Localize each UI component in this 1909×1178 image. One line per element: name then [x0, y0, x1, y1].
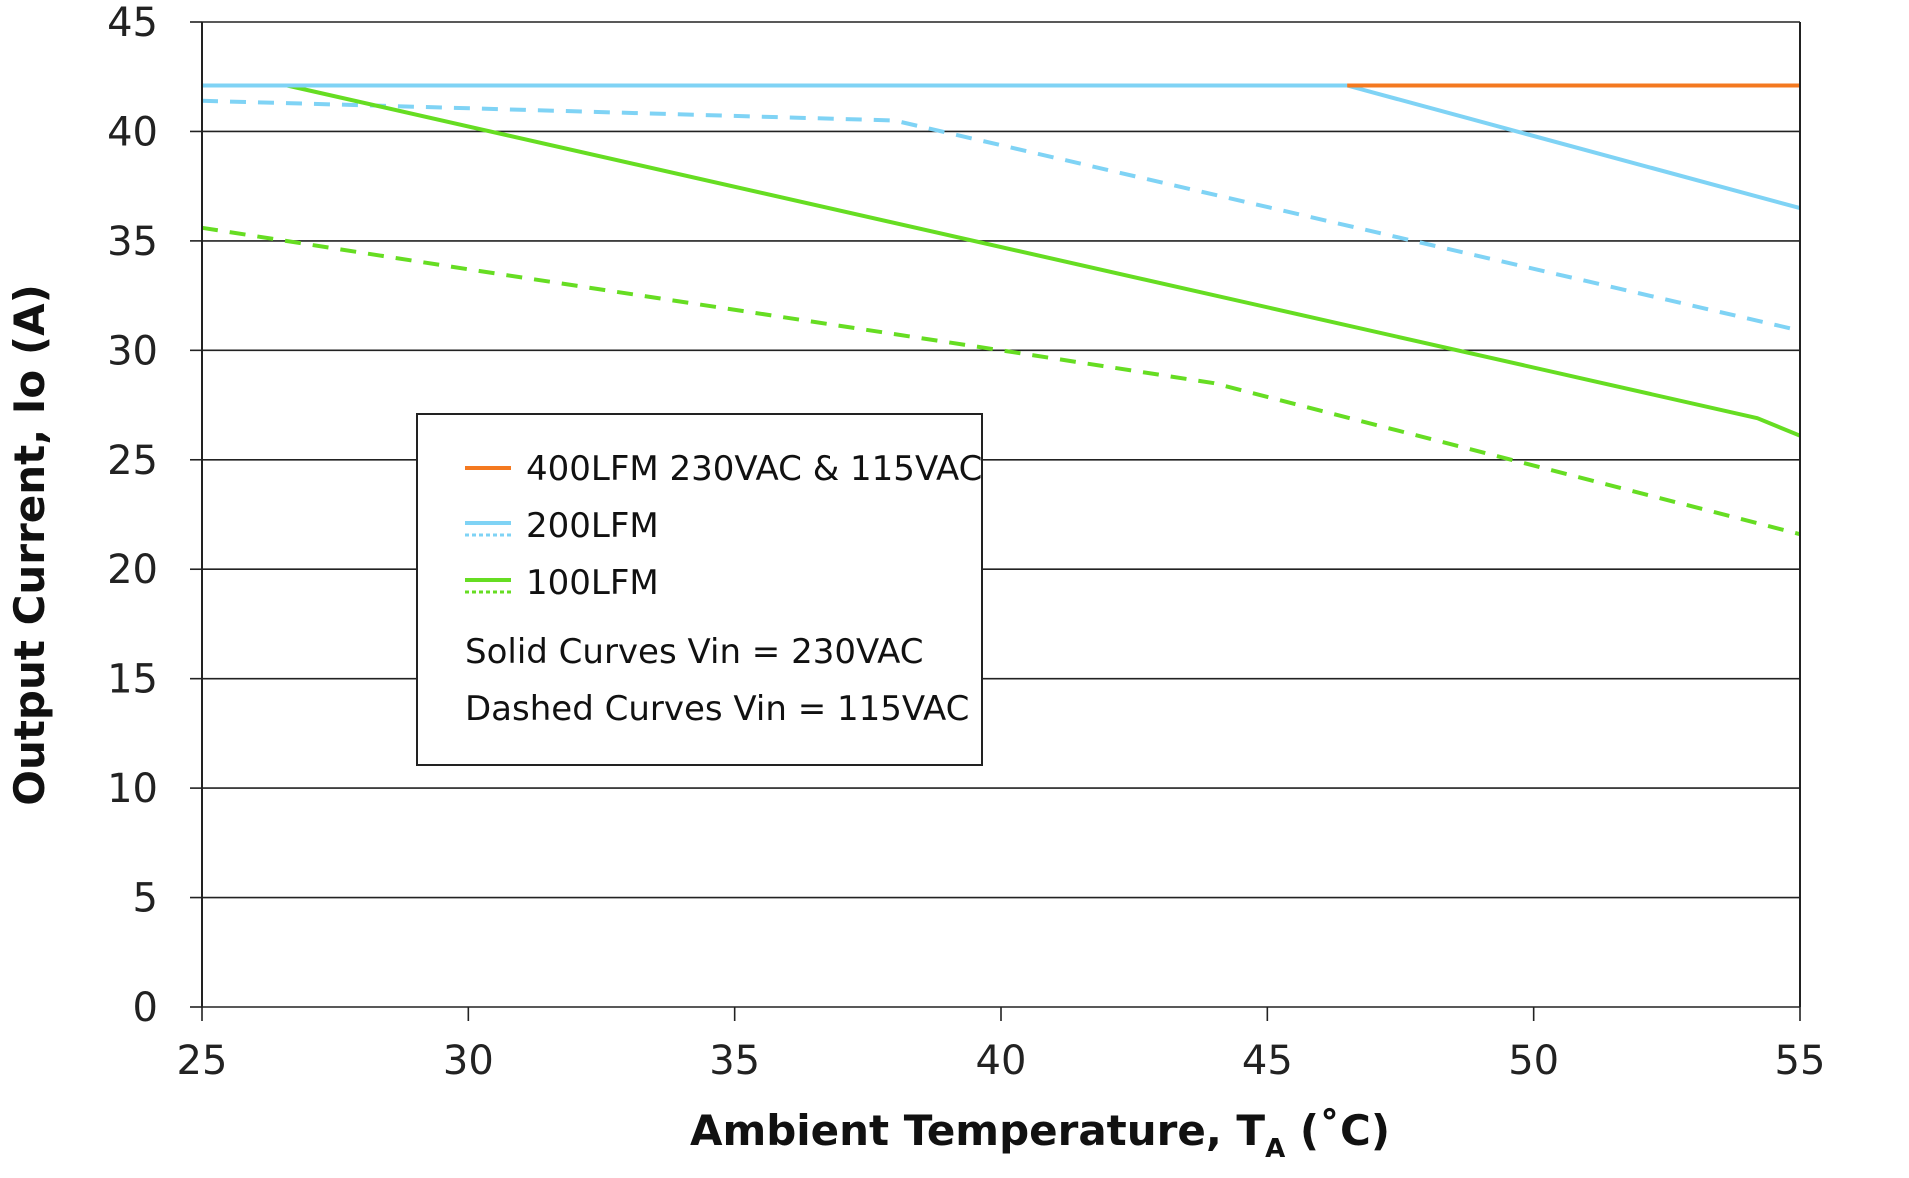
x-tick-label: 25: [177, 1038, 228, 1084]
legend-note-solid: Solid Curves Vin = 230VAC: [465, 632, 924, 672]
y-tick-label: 15: [107, 657, 158, 703]
x-tick-label: 50: [1508, 1038, 1559, 1084]
legend: 400LFM 230VAC & 115VAC 200LFM 100LFM Sol…: [416, 413, 983, 766]
y-tick-label: 40: [107, 109, 158, 155]
y-tick-label: 30: [107, 328, 158, 374]
y-tick-label: 45: [107, 0, 158, 46]
legend-note-dashed: Dashed Curves Vin = 115VAC: [465, 689, 969, 729]
legend-box: [416, 413, 983, 766]
series-line-100lfm-dashed: [201, 225, 1801, 537]
x-tick-label: 40: [976, 1038, 1027, 1084]
y-axis-title: Output Current, Io (A): [5, 284, 54, 806]
x-tick-label: 45: [1242, 1038, 1293, 1084]
x-axis-title: Ambient Temperature, TA (˚C): [690, 1106, 1390, 1164]
x-axis-title-main: Ambient Temperature, T: [690, 1106, 1265, 1155]
y-tick-label: 0: [133, 985, 158, 1031]
y-tick-label: 10: [107, 766, 158, 812]
legend-label-400lfm: 400LFM 230VAC & 115VAC: [526, 449, 982, 489]
legend-label-100lfm: 100LFM: [526, 563, 659, 603]
y-tick-label: 35: [107, 219, 158, 265]
gridlines: [202, 21, 1800, 1008]
legend-label-200lfm: 200LFM: [526, 506, 659, 546]
y-tick-label: 5: [133, 876, 158, 922]
x-tick-label: 55: [1775, 1038, 1826, 1084]
series-layer: [201, 83, 1801, 537]
axes: [190, 21, 1801, 1021]
x-tick-label: 35: [709, 1038, 760, 1084]
y-tick-label: 20: [107, 547, 158, 593]
tick-labels: 0 5 10 15 20 25 30 35 40 45 25 30 35 40 45 50 55: [107, 0, 1825, 1084]
x-tick-label: 30: [443, 1038, 494, 1084]
y-tick-label: 25: [107, 438, 158, 484]
x-axis-title-suffix: (˚C): [1285, 1106, 1390, 1155]
x-axis-title-subscript: A: [1265, 1134, 1285, 1164]
series-line-200lfm-dashed: [201, 98, 1801, 333]
